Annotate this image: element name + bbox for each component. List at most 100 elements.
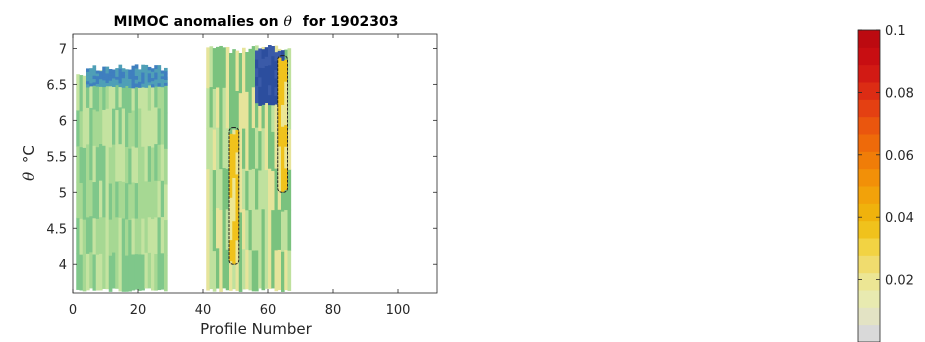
heat-cell xyxy=(125,218,129,256)
heat-cell xyxy=(219,250,223,292)
heat-cell xyxy=(268,208,272,249)
heat-cell xyxy=(284,81,288,104)
heat-cell xyxy=(212,210,217,252)
heat-cell xyxy=(154,253,158,291)
heat-cell xyxy=(105,72,110,109)
heat-cell xyxy=(144,145,149,182)
heat-cell xyxy=(164,255,168,292)
heat-cell xyxy=(232,248,236,290)
heat-cell xyxy=(125,74,129,111)
heat-cell xyxy=(157,71,162,109)
heat-cell xyxy=(121,218,126,256)
heat-cell xyxy=(222,127,227,169)
heat-cell xyxy=(118,180,123,218)
heat-cell xyxy=(154,180,158,218)
heat-cell xyxy=(141,64,145,69)
y-tick-label: 5.5 xyxy=(46,150,67,165)
heat-cell xyxy=(118,75,123,80)
heat-cell xyxy=(225,46,230,88)
heat-cell xyxy=(164,77,168,114)
heat-cell xyxy=(112,80,116,85)
contour-line xyxy=(228,127,240,265)
heat-cell xyxy=(154,79,158,84)
heat-cell xyxy=(112,75,116,79)
heat-cell xyxy=(281,126,285,149)
heat-cell xyxy=(151,75,155,112)
heat-cell xyxy=(121,108,126,146)
heat-cell xyxy=(121,71,126,109)
heat-cell xyxy=(232,155,236,179)
heat-cell xyxy=(134,182,139,219)
colorbar-tick-label: 0.02 xyxy=(885,274,914,289)
heat-cell xyxy=(212,169,217,211)
heat-cell xyxy=(261,86,266,96)
heat-cell xyxy=(245,209,249,250)
heat-cell xyxy=(222,47,227,88)
heat-cell xyxy=(264,93,269,103)
heat-cell xyxy=(89,74,93,78)
heat-cell xyxy=(216,167,220,209)
heat-cell xyxy=(118,217,123,255)
heat-cell xyxy=(131,110,136,147)
heat-cell xyxy=(261,58,266,69)
colorbar-segment xyxy=(858,290,880,308)
heat-cell xyxy=(102,66,106,71)
heat-cell xyxy=(255,76,259,86)
heat-cell xyxy=(251,127,256,169)
heat-cell xyxy=(160,81,165,85)
colorbar-segment xyxy=(858,134,880,152)
heat-cell xyxy=(125,77,129,81)
heat-cell xyxy=(261,76,266,87)
heat-cell xyxy=(248,169,253,210)
heat-cell xyxy=(258,86,262,97)
heat-cell xyxy=(138,71,142,109)
heat-cell xyxy=(131,182,136,219)
heat-cell xyxy=(157,72,162,77)
heat-cell xyxy=(99,81,103,85)
colorbar-tick-label: 0.08 xyxy=(885,86,914,101)
heat-cell xyxy=(225,208,230,250)
heat-region xyxy=(76,70,168,292)
heat-cell xyxy=(102,83,106,88)
heat-cell xyxy=(141,79,145,84)
heat-cell xyxy=(92,65,97,70)
heat-cell xyxy=(255,168,259,210)
heat-cell xyxy=(131,218,136,255)
heat-cell xyxy=(95,75,100,112)
heat-cell xyxy=(261,87,266,129)
heat-cell xyxy=(251,250,256,292)
heat-cell xyxy=(86,68,90,72)
heat-cell xyxy=(287,250,292,291)
heat-cell xyxy=(151,80,155,85)
heat-cell xyxy=(245,130,249,171)
heat-cell xyxy=(141,68,145,73)
heat-cell xyxy=(160,73,165,77)
heat-cell xyxy=(274,249,279,292)
heat-cell xyxy=(108,80,113,84)
heat-cell xyxy=(105,66,110,71)
heat-cell xyxy=(102,73,106,78)
heat-cell xyxy=(154,107,158,145)
heat-cell xyxy=(164,70,168,75)
y-tick-label: 7 xyxy=(59,42,67,57)
colorbar-segment xyxy=(858,99,880,118)
heat-cell xyxy=(144,109,149,146)
heat-cell xyxy=(232,242,236,265)
y-tick-label: 6.5 xyxy=(46,78,67,93)
heat-cell xyxy=(160,216,165,254)
heat-cell xyxy=(118,64,123,69)
heat-cell xyxy=(92,254,97,291)
heat-cell xyxy=(271,75,275,86)
heat-cell xyxy=(89,143,93,181)
heat-cell xyxy=(287,48,292,90)
heat-cell xyxy=(206,47,210,89)
heat-cell xyxy=(151,254,155,291)
heat-cell xyxy=(144,83,149,88)
heat-cell xyxy=(76,145,80,183)
heat-cell xyxy=(235,239,240,263)
heat-cell xyxy=(160,144,165,181)
heat-cell xyxy=(115,79,119,83)
heat-cell xyxy=(134,83,139,88)
heat-cell xyxy=(102,73,106,110)
heat-cell xyxy=(264,47,269,57)
